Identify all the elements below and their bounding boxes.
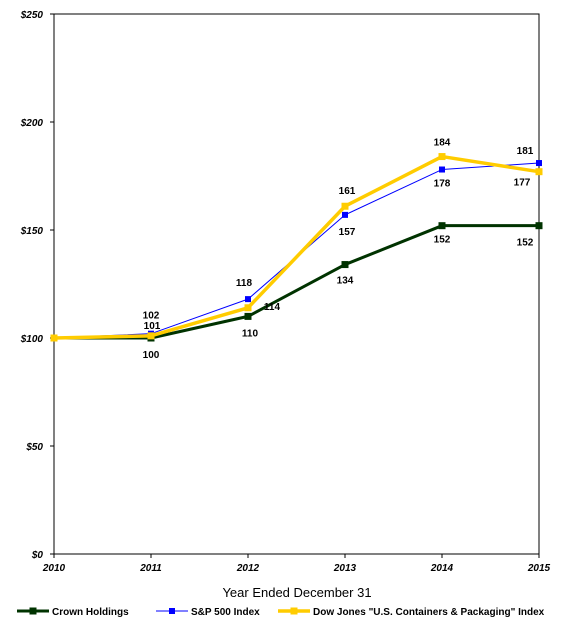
data-label: 184 <box>434 138 451 149</box>
data-point <box>341 261 349 269</box>
data-point <box>245 296 251 303</box>
data-point <box>535 222 543 230</box>
x-tick-label: 2015 <box>527 563 551 574</box>
y-tick-label: $250 <box>20 10 44 21</box>
series-layer <box>50 153 543 342</box>
plot-area-frame <box>53 13 540 555</box>
data-point <box>341 202 349 210</box>
legend-label: Crown Holdings <box>52 607 129 618</box>
data-label: 100 <box>143 350 160 361</box>
data-point <box>342 211 348 218</box>
y-tick-label: $0 <box>31 550 44 561</box>
legend-label: S&P 500 Index <box>191 607 260 618</box>
legend: Crown Holdings S&P 500 Index Dow Jones "U.… <box>17 607 545 618</box>
data-point <box>535 168 543 176</box>
data-label: 134 <box>337 276 354 287</box>
y-tick-label: $150 <box>20 226 44 237</box>
y-tick-label: $200 <box>20 118 44 129</box>
data-point <box>244 304 252 312</box>
x-tick-label: 2013 <box>333 563 357 574</box>
axes: $0 $50 $100 $150 $200 $250 2010 2011 2012 2013 201… <box>20 10 551 574</box>
series-line <box>53 162 540 339</box>
data-point <box>536 160 542 167</box>
data-label: 161 <box>339 186 356 197</box>
y-tick-label: $50 <box>25 442 43 453</box>
data-label: 102 <box>143 311 160 322</box>
x-tick-label: 2014 <box>430 563 454 574</box>
data-point <box>438 222 446 230</box>
data-label: 152 <box>434 235 451 246</box>
data-point <box>438 153 446 161</box>
data-label: 181 <box>517 146 534 157</box>
data-label: 152 <box>517 238 534 249</box>
data-point <box>50 334 58 342</box>
data-point <box>439 166 445 173</box>
data-label: 110 <box>242 328 259 339</box>
data-label: 157 <box>339 227 356 238</box>
y-tick-label: $100 <box>20 334 44 345</box>
legend-marker <box>290 607 298 615</box>
legend-marker <box>29 607 37 615</box>
data-label: 118 <box>236 278 253 289</box>
data-label: 178 <box>434 179 451 190</box>
series-line <box>54 224 539 340</box>
data-label: 101 <box>144 321 161 332</box>
data-point <box>147 332 155 340</box>
legend-marker <box>169 608 175 614</box>
data-labels: 100 110 134 152 152 102 118 157 178 181 101 114 161 1… <box>143 138 534 361</box>
data-label: 177 <box>514 178 531 189</box>
legend-label: Dow Jones "U.S. Containers & Packaging" … <box>313 607 545 618</box>
data-label: 114 <box>264 302 281 313</box>
series-line <box>53 154 540 340</box>
x-tick-label: 2012 <box>236 563 260 574</box>
data-point <box>244 312 252 320</box>
x-tick-label: 2011 <box>139 563 162 574</box>
x-axis-title: Year Ended December 31 <box>222 585 371 600</box>
x-tick-label: 2010 <box>42 563 66 574</box>
